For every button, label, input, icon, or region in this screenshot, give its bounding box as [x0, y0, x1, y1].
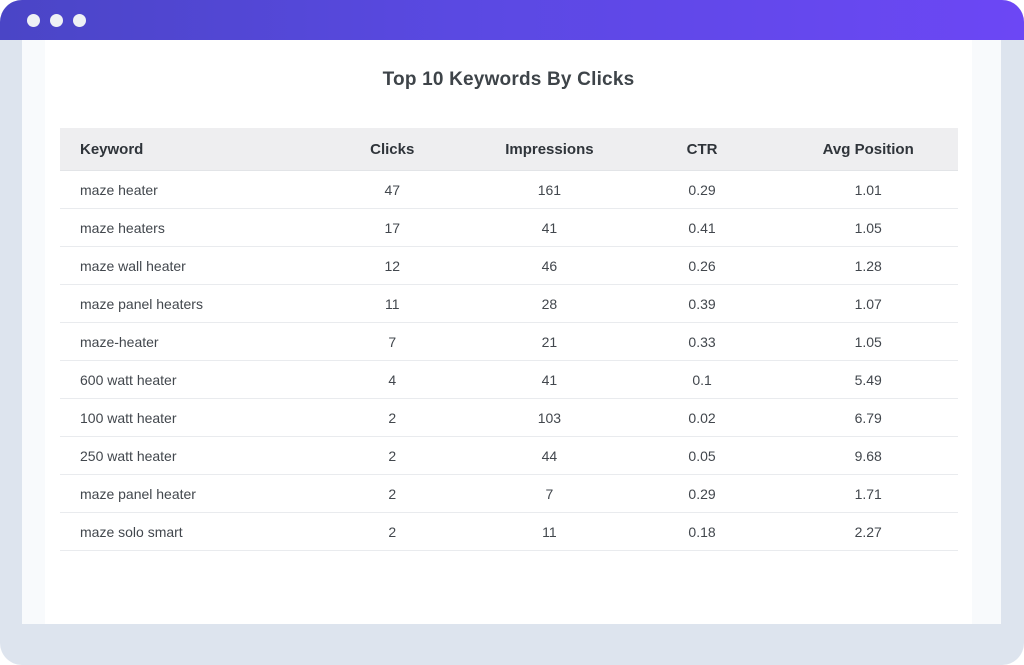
cell-clicks: 47 [311, 170, 474, 209]
cell-impressions: 21 [473, 322, 626, 361]
cell-keyword: 250 watt heater [60, 436, 312, 475]
cell-keyword: maze panel heater [60, 474, 312, 513]
keywords-table-container: Keyword Clicks Impressions CTR Avg Position … [60, 128, 958, 551]
cell-avg-position: 1.05 [778, 322, 958, 361]
cell-ctr: 0.18 [625, 512, 779, 551]
cell-impressions: 161 [473, 170, 626, 209]
table-header-row: Keyword Clicks Impressions CTR Avg Position [60, 128, 958, 171]
cell-avg-position: 6.79 [778, 398, 958, 437]
window-titlebar [0, 0, 1024, 40]
window-control-dot[interactable] [73, 13, 86, 27]
cell-avg-position: 1.28 [778, 246, 958, 285]
cell-impressions: 41 [473, 208, 626, 247]
cell-ctr: 0.1 [625, 360, 779, 399]
cell-ctr: 0.29 [625, 170, 779, 209]
cell-ctr: 0.05 [625, 436, 779, 475]
cell-impressions: 28 [473, 284, 626, 323]
cell-clicks: 12 [311, 246, 474, 285]
cell-keyword: maze wall heater [60, 246, 312, 285]
window-control-dot[interactable] [27, 13, 40, 27]
cell-impressions: 11 [473, 512, 626, 551]
cell-clicks: 7 [311, 322, 474, 361]
table-row: maze wall heater 12 46 0.26 1.28 [60, 246, 958, 285]
cell-avg-position: 1.05 [778, 208, 958, 247]
cell-clicks: 17 [311, 208, 474, 247]
cell-impressions: 103 [473, 398, 626, 437]
cell-keyword: maze-heater [60, 322, 312, 361]
cell-ctr: 0.26 [625, 246, 779, 285]
column-header-keyword: Keyword [60, 128, 312, 171]
cell-ctr: 0.39 [625, 284, 779, 323]
table-row: 100 watt heater 2 103 0.02 6.79 [60, 398, 958, 437]
table-row: maze panel heaters 11 28 0.39 1.07 [60, 284, 958, 323]
cell-ctr: 0.29 [625, 474, 779, 513]
cell-keyword: maze heater [60, 170, 312, 209]
cell-ctr: 0.41 [625, 208, 779, 247]
cell-avg-position: 9.68 [778, 436, 958, 475]
cell-clicks: 2 [311, 474, 474, 513]
column-header-ctr: CTR [625, 128, 779, 171]
table-row: maze heaters 17 41 0.41 1.05 [60, 208, 958, 247]
cell-avg-position: 1.07 [778, 284, 958, 323]
cell-clicks: 2 [311, 436, 474, 475]
table-row: maze-heater 7 21 0.33 1.05 [60, 322, 958, 361]
cell-avg-position: 1.71 [778, 474, 958, 513]
cell-keyword: maze panel heaters [60, 284, 312, 323]
window-control-dot[interactable] [50, 13, 63, 27]
cell-clicks: 11 [311, 284, 474, 323]
cell-impressions: 7 [473, 474, 626, 513]
table-row: maze panel heater 2 7 0.29 1.71 [60, 474, 958, 513]
table-row: 600 watt heater 4 41 0.1 5.49 [60, 360, 958, 399]
cell-keyword: maze heaters [60, 208, 312, 247]
keywords-table: Keyword Clicks Impressions CTR Avg Position … [60, 128, 958, 551]
cell-keyword: 600 watt heater [60, 360, 312, 399]
cell-clicks: 4 [311, 360, 474, 399]
content-sheet: Top 10 Keywords By Clicks Keyword Clicks I… [45, 40, 972, 624]
page-title: Top 10 Keywords By Clicks [382, 69, 635, 90]
cell-impressions: 46 [473, 246, 626, 285]
cell-clicks: 2 [311, 512, 474, 551]
cell-ctr: 0.33 [625, 322, 779, 361]
table-row: 250 watt heater 2 44 0.05 9.68 [60, 436, 958, 475]
cell-avg-position: 1.01 [778, 170, 958, 209]
cell-avg-position: 5.49 [778, 360, 958, 399]
cell-keyword: 100 watt heater [60, 398, 312, 437]
cell-clicks: 2 [311, 398, 474, 437]
column-header-avg-position: Avg Position [778, 128, 958, 171]
table-row: maze heater 47 161 0.29 1.01 [60, 170, 958, 209]
cell-avg-position: 2.27 [778, 512, 958, 551]
cell-keyword: maze solo smart [60, 512, 312, 551]
window-body: Top 10 Keywords By Clicks Keyword Clicks I… [22, 40, 1001, 624]
table-row: maze solo smart 2 11 0.18 2.27 [60, 512, 958, 551]
cell-ctr: 0.02 [625, 398, 779, 437]
cell-impressions: 44 [473, 436, 626, 475]
column-header-clicks: Clicks [311, 128, 474, 171]
cell-impressions: 41 [473, 360, 626, 399]
column-header-impressions: Impressions [473, 128, 626, 171]
